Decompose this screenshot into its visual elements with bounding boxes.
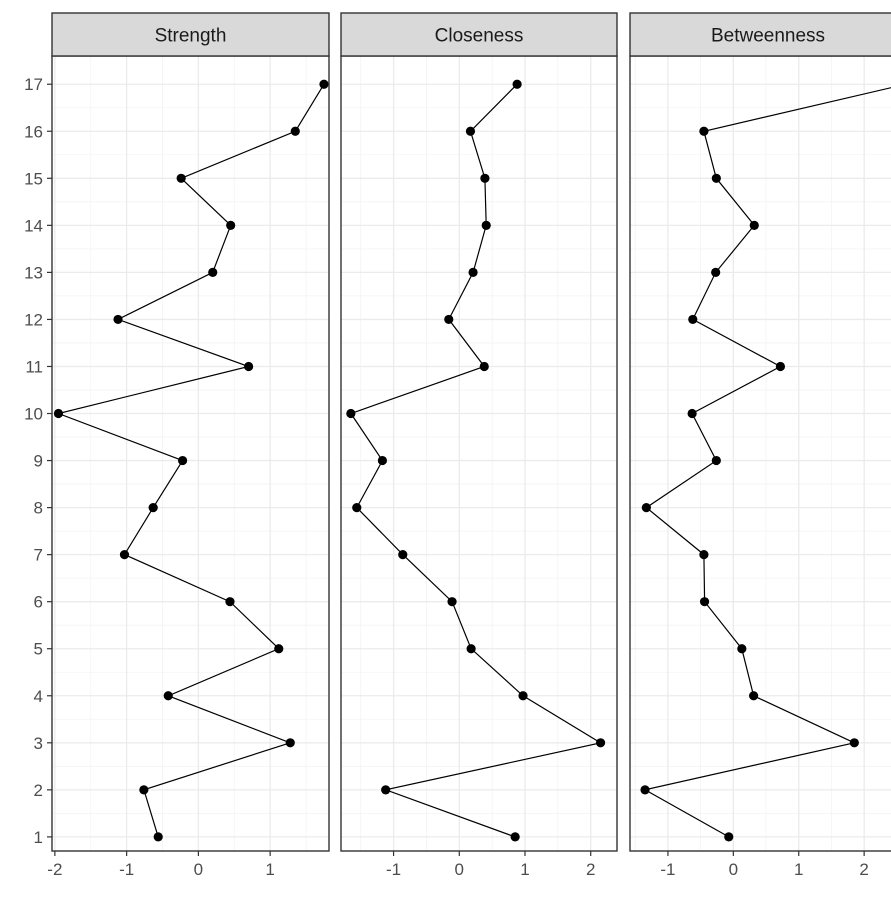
data-point bbox=[352, 502, 362, 513]
facet-panels: Strength -2 -1 0 1 Closeness -1 0 1 2 Betweenness -… bbox=[47, 12, 891, 879]
data-point bbox=[775, 361, 786, 372]
data-point bbox=[139, 785, 149, 795]
panel-background bbox=[630, 56, 891, 851]
y-tick-label: 1 bbox=[34, 828, 43, 847]
data-point bbox=[208, 267, 218, 277]
y-tick-label: 4 bbox=[34, 687, 43, 706]
y-tick-label: 10 bbox=[24, 405, 43, 424]
data-point bbox=[346, 408, 356, 419]
y-tick-label: 6 bbox=[34, 593, 43, 612]
data-point bbox=[687, 408, 697, 419]
y-tick-label: 12 bbox=[24, 310, 43, 329]
y-tick-label: 16 bbox=[24, 122, 43, 141]
data-point bbox=[447, 597, 457, 607]
data-point bbox=[319, 79, 329, 89]
data-point bbox=[226, 220, 236, 230]
x-tick-label: 0 bbox=[455, 860, 464, 879]
facet-strip bbox=[629, 12, 891, 57]
data-point bbox=[381, 785, 391, 795]
data-point bbox=[113, 314, 123, 325]
data-point bbox=[290, 126, 300, 136]
data-point bbox=[466, 644, 476, 654]
data-point bbox=[641, 502, 651, 513]
x-tick-label: -1 bbox=[119, 860, 134, 879]
y-tick-label: 9 bbox=[34, 452, 43, 471]
y-tick-label: 2 bbox=[34, 781, 43, 800]
data-point bbox=[285, 738, 295, 748]
data-point bbox=[749, 691, 759, 701]
data-point bbox=[377, 455, 387, 466]
data-point bbox=[244, 361, 254, 372]
y-tick-label: 11 bbox=[25, 357, 43, 376]
data-point bbox=[699, 550, 709, 560]
panel-closeness: Closeness -1 0 1 2 bbox=[340, 12, 618, 879]
y-tick-label: 17 bbox=[24, 75, 43, 94]
data-point bbox=[849, 738, 859, 748]
data-point bbox=[688, 314, 698, 325]
data-point bbox=[512, 79, 522, 89]
x-tick-label: 2 bbox=[859, 860, 868, 879]
data-point bbox=[510, 832, 520, 842]
y-tick-label: 5 bbox=[34, 640, 43, 659]
x-tick-label: -1 bbox=[660, 860, 675, 879]
panel-background bbox=[341, 56, 617, 851]
data-point bbox=[153, 832, 163, 842]
data-point bbox=[468, 267, 478, 277]
y-tick-label: 8 bbox=[34, 499, 43, 518]
x-tick-label: -1 bbox=[386, 860, 401, 879]
x-tick-label: 0 bbox=[729, 860, 738, 879]
data-point bbox=[176, 173, 186, 183]
data-point bbox=[163, 691, 173, 701]
data-point bbox=[481, 220, 491, 230]
data-point bbox=[274, 644, 284, 654]
data-point bbox=[178, 455, 188, 466]
data-point bbox=[225, 597, 235, 607]
x-tick-label: -2 bbox=[47, 860, 62, 879]
data-point bbox=[737, 644, 747, 654]
data-point bbox=[444, 314, 454, 325]
y-tick-label: 14 bbox=[24, 216, 43, 235]
facet-strip bbox=[51, 12, 330, 57]
data-point bbox=[699, 126, 709, 136]
data-point bbox=[465, 126, 476, 136]
y-tick-label: 3 bbox=[34, 734, 43, 753]
x-tick-label: 2 bbox=[586, 860, 595, 879]
data-point bbox=[640, 785, 650, 795]
data-point bbox=[119, 550, 130, 560]
panel-strength: Strength -2 -1 0 1 bbox=[47, 12, 330, 879]
x-tick-label: 1 bbox=[794, 860, 803, 879]
data-point bbox=[595, 738, 606, 748]
data-point bbox=[711, 173, 721, 183]
data-point bbox=[53, 408, 64, 419]
y-tick-label: 7 bbox=[34, 546, 43, 565]
facet-title: Strength bbox=[155, 26, 227, 47]
data-point bbox=[479, 361, 489, 372]
data-point bbox=[148, 502, 158, 513]
data-point bbox=[398, 550, 408, 560]
x-tick-label: 0 bbox=[194, 860, 203, 879]
x-tick-label: 1 bbox=[265, 860, 274, 879]
facet-strip bbox=[340, 12, 618, 57]
data-point bbox=[480, 173, 490, 183]
data-point bbox=[724, 832, 734, 842]
panel-betweenness: Betweenness -1 0 1 2 bbox=[629, 12, 891, 879]
data-point bbox=[699, 597, 710, 607]
x-tick-label: 1 bbox=[520, 860, 529, 879]
data-point bbox=[749, 220, 759, 230]
facet-title: Betweenness bbox=[711, 26, 825, 47]
data-point bbox=[518, 691, 528, 701]
y-tick-label: 13 bbox=[24, 263, 43, 282]
y-tick-label: 15 bbox=[24, 169, 43, 188]
data-point bbox=[711, 267, 721, 277]
data-point bbox=[711, 455, 721, 466]
panel-background bbox=[52, 56, 329, 851]
facet-title: Closeness bbox=[435, 26, 524, 47]
